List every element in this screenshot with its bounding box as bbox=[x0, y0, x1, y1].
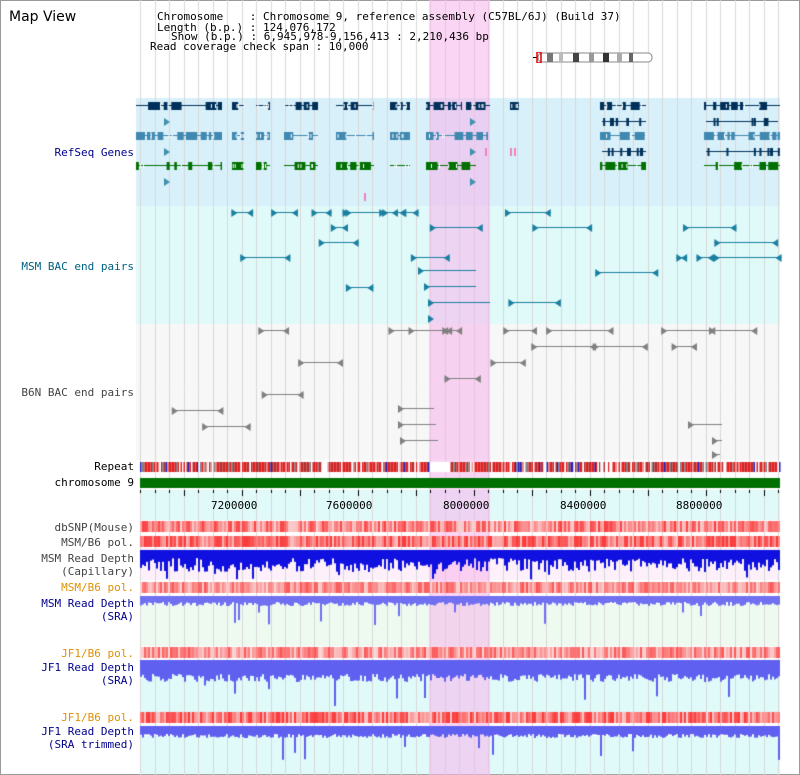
info-length: Length (b.p.) : 124,076,172 bbox=[157, 21, 336, 34]
axis-tick-3: 8000000 bbox=[443, 499, 490, 512]
track-label-repeat: Repeat bbox=[94, 460, 134, 473]
track-label-msm-bac: MSM BAC end pairs bbox=[21, 260, 134, 273]
track-label-chromosome: chromosome 9 bbox=[54, 476, 134, 489]
track-label-msm-depth-sra: MSM Read Depth (SRA) bbox=[41, 597, 134, 623]
axis-tick-4: 8400000 bbox=[560, 499, 607, 512]
view-title: Map View bbox=[9, 9, 77, 25]
track-label-msm-b6-pol-2: MSM/B6 pol. bbox=[61, 581, 134, 594]
axis-tick-5: 8800000 bbox=[676, 499, 723, 512]
info-span: Read coverage check span : 10,000 bbox=[150, 40, 369, 53]
axis-tick-1: 7200000 bbox=[211, 499, 258, 512]
track-label-msm-depth-capillary: MSM Read Depth (Capillary) bbox=[41, 552, 134, 578]
track-label-dbsnp: dbSNP(Mouse) bbox=[54, 521, 134, 534]
track-label-msm-b6-pol: MSM/B6 pol. bbox=[61, 536, 134, 549]
axis-tick-2: 7600000 bbox=[326, 499, 373, 512]
track-label-jf1-b6-pol-2: JF1/B6 pol. bbox=[61, 711, 134, 724]
info-chromosome: Chromosome : Chromosome 9, reference ass… bbox=[157, 10, 621, 23]
track-label-b6n-bac: B6N BAC end pairs bbox=[21, 386, 134, 399]
chromosome-ideogram[interactable] bbox=[533, 51, 654, 64]
info-show: Show (b.p.) : 6,945,978-9,156,413 : 2,21… bbox=[171, 30, 489, 43]
track-label-jf1-b6-pol: JF1/B6 pol. bbox=[61, 647, 134, 660]
track-label-jf1-depth-trimmed: JF1 Read Depth (SRA trimmed) bbox=[41, 725, 134, 751]
track-label-jf1-depth-sra: JF1 Read Depth (SRA) bbox=[41, 661, 134, 687]
track-label-refseq: RefSeq Genes bbox=[54, 146, 134, 159]
chromosome-ideogram-icon bbox=[533, 51, 653, 64]
